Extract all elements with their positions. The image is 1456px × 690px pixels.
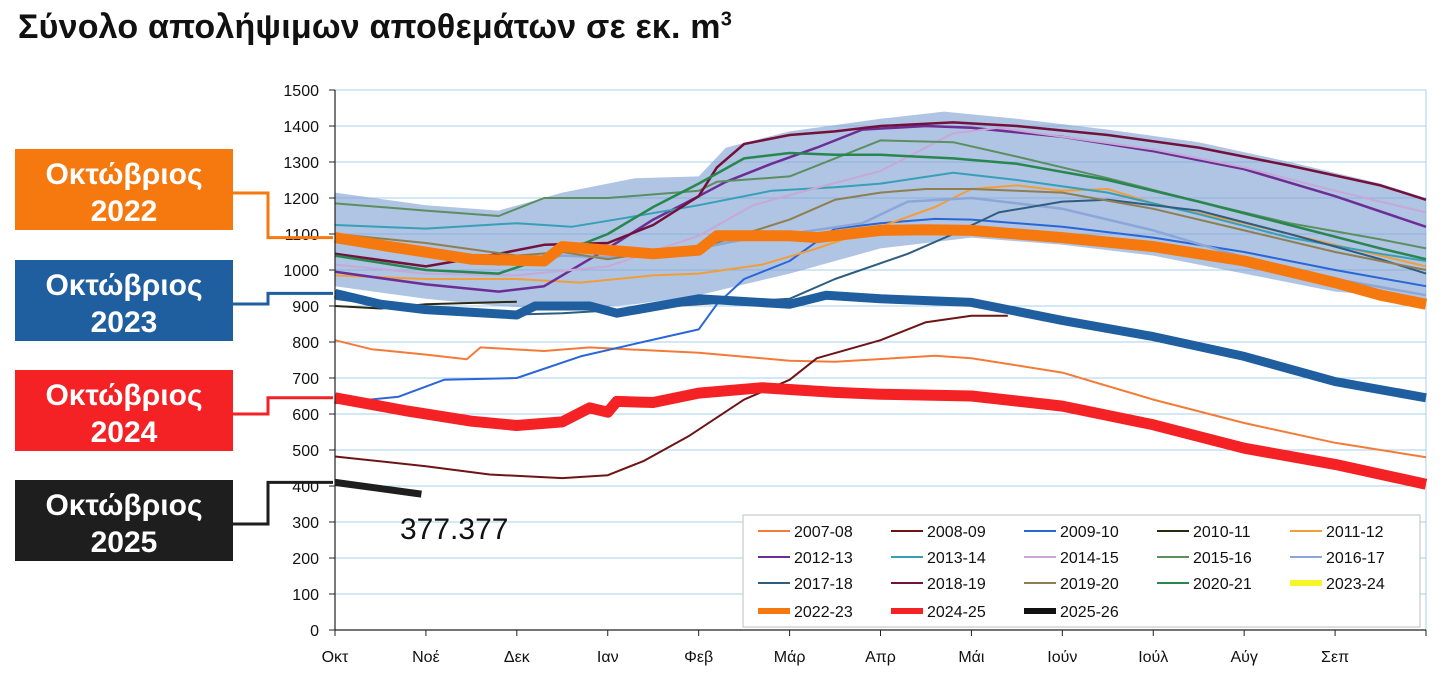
y-tick-label: 1000: [283, 263, 319, 280]
y-tick-label: 1500: [283, 83, 319, 100]
callout-month-label: Οκτώβριος: [45, 269, 203, 302]
callout-connector-2022-23: [233, 191, 333, 240]
legend-label: 2025-26: [1060, 604, 1119, 621]
axis-layer: 0100200300400500600700800900100011001200…: [283, 83, 1427, 666]
page-title-text: Σύνολο απολήψιμων αποθεμάτων σε εκ. m: [18, 8, 721, 46]
legend-label: 2022-23: [794, 604, 853, 621]
x-tick-label: Νοέ: [412, 649, 440, 666]
y-tick-label: 1200: [283, 191, 319, 208]
callout-october-2025: Οκτώβριος 2025: [15, 480, 233, 561]
x-tick-label: Σεπ: [1321, 649, 1349, 666]
x-tick-label: Απρ: [865, 649, 896, 666]
x-tick-label: Οκτ: [322, 649, 349, 666]
series-line-2017-18: [334, 198, 1427, 316]
series-line-2012-13: [334, 124, 1427, 293]
callout-year-label: 2023: [90, 306, 158, 339]
legend-label: 2013-14: [927, 550, 986, 567]
legend-label: 2024-25: [927, 604, 986, 621]
callout-october-2022: Οκτώβριος 2022: [15, 149, 233, 230]
page-title: Σύνολο απολήψιμων αποθεμάτων σε εκ. m3: [18, 8, 732, 47]
y-tick-label: 600: [292, 407, 319, 424]
legend-label: 2015-16: [1193, 550, 1252, 567]
series-layer: [333, 121, 1428, 498]
callout-month-label: Οκτώβριος: [45, 379, 203, 412]
x-tick-label: Αύγ: [1230, 649, 1257, 666]
series-line-2008-09: [334, 314, 1008, 480]
callout-year-label: 2025: [90, 526, 158, 559]
legend-label: 2018-19: [927, 576, 986, 593]
legend-label: 2007-08: [794, 524, 853, 541]
x-tick-label: Μάι: [958, 649, 985, 666]
legend-label: 2017-18: [794, 576, 853, 593]
callout-year-label: 2022: [90, 195, 158, 228]
legend-label: 2016-17: [1326, 550, 1385, 567]
series-line-2024-25: [334, 382, 1428, 490]
series-line-2014-15: [334, 126, 1427, 277]
series-line-2025-26: [334, 478, 422, 498]
series-line-2013-14: [334, 171, 1427, 262]
series-line-2007-08: [334, 339, 1427, 459]
legend-label: 2010-11: [1193, 524, 1251, 541]
series-line-2018-19: [334, 121, 1427, 268]
y-tick-label: 1400: [283, 119, 319, 136]
y-tick-label: 200: [292, 551, 319, 568]
x-tick-label: Φεβ: [684, 649, 713, 666]
series-line-2009-10: [334, 217, 1427, 405]
y-tick-label: 300: [292, 515, 319, 532]
value-label-2025: 377.377: [400, 513, 509, 546]
x-tick-label: Ιούν: [1047, 649, 1077, 666]
legend-label: 2019-20: [1060, 576, 1119, 593]
callout-connector-2025-26: [233, 480, 333, 526]
legend-label: 2011-12: [1326, 524, 1384, 541]
y-tick-label: 500: [292, 443, 319, 460]
callout-year-label: 2024: [90, 416, 158, 449]
y-tick-label: 100: [292, 587, 319, 604]
series-line-2023-24: [333, 289, 1427, 403]
legend-label: 2009-10: [1060, 524, 1119, 541]
callout-connector-2023-24: [233, 291, 333, 306]
x-tick-label: Μάρ: [774, 649, 806, 666]
y-tick-label: 800: [292, 335, 319, 352]
y-tick-label: 700: [292, 371, 319, 388]
callout-october-2024: Οκτώβριος 2024: [15, 370, 233, 451]
legend-label: 2008-09: [927, 524, 986, 541]
callout-connector-2024-25: [233, 396, 333, 416]
y-tick-label: 0: [310, 623, 319, 640]
callout-month-label: Οκτώβριος: [45, 489, 203, 522]
y-tick-label: 900: [292, 299, 319, 316]
x-tick-label: Ιούλ: [1138, 649, 1168, 666]
legend: 2007-08 2008-09 2009-10 2010-11 2011-12 2012-…: [742, 514, 1421, 628]
legend-label: 2023-24: [1326, 576, 1385, 593]
x-tick-label: Δεκ: [504, 649, 531, 666]
legend-label: 2012-13: [794, 550, 853, 567]
x-tick-label: Ιαν: [597, 649, 619, 666]
callout-connector-layer: [233, 191, 333, 526]
legend-box: [742, 514, 1421, 628]
callout-month-label: Οκτώβριος: [45, 158, 203, 191]
legend-label: 2020-21: [1193, 576, 1252, 593]
y-tick-label: 1300: [283, 155, 319, 172]
callout-october-2023: Οκτώβριος 2023: [15, 260, 233, 341]
page-title-superscript: 3: [720, 8, 733, 31]
legend-label: 2014-15: [1060, 550, 1119, 567]
y-tick-label: 1100: [285, 227, 320, 244]
series-line-2022-23: [334, 224, 1428, 310]
